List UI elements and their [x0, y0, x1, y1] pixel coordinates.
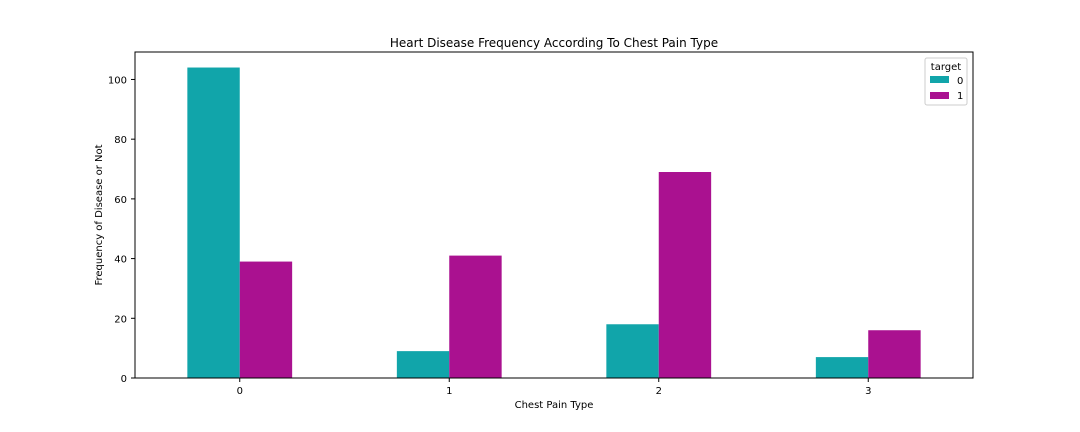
y-tick-label: 100 — [108, 75, 127, 86]
x-tick-label: 0 — [237, 386, 243, 397]
y-tick-label: 0 — [121, 374, 127, 385]
chart-title: Heart Disease Frequency According To Che… — [390, 36, 718, 50]
legend-label-0: 0 — [957, 76, 963, 87]
y-axis-ticks: 0 20 40 60 80 100 — [108, 75, 135, 385]
x-tick-label: 1 — [446, 386, 452, 397]
y-tick-label: 20 — [114, 314, 127, 325]
legend-label-1: 1 — [957, 91, 963, 102]
bar-series-1-2 — [658, 172, 712, 378]
y-tick-label: 80 — [114, 135, 127, 146]
bar-series-0-1 — [396, 351, 450, 378]
y-tick-label: 60 — [114, 195, 127, 206]
x-axis-label: Chest Pain Type — [515, 400, 594, 411]
legend-title: target — [931, 62, 961, 73]
x-tick-label: 3 — [865, 386, 871, 397]
legend-swatch-0 — [930, 76, 949, 83]
bar-series-1-3 — [868, 330, 921, 378]
bar-series-0-2 — [606, 324, 659, 378]
x-axis-ticks: 0 1 2 3 — [237, 378, 871, 397]
bar-series-0-3 — [815, 357, 869, 378]
bar-series-1-1 — [449, 255, 502, 378]
bar-series-0-0 — [187, 67, 240, 379]
legend-swatch-1 — [930, 92, 949, 99]
bars — [187, 67, 921, 379]
bar-series-1-0 — [239, 261, 293, 378]
plot-frame — [134, 51, 974, 379]
y-tick-label: 40 — [114, 255, 127, 266]
legend: target 0 1 — [924, 57, 968, 106]
y-axis-label: Frequency of Disease or Not — [94, 144, 105, 285]
x-tick-label: 2 — [656, 386, 662, 397]
